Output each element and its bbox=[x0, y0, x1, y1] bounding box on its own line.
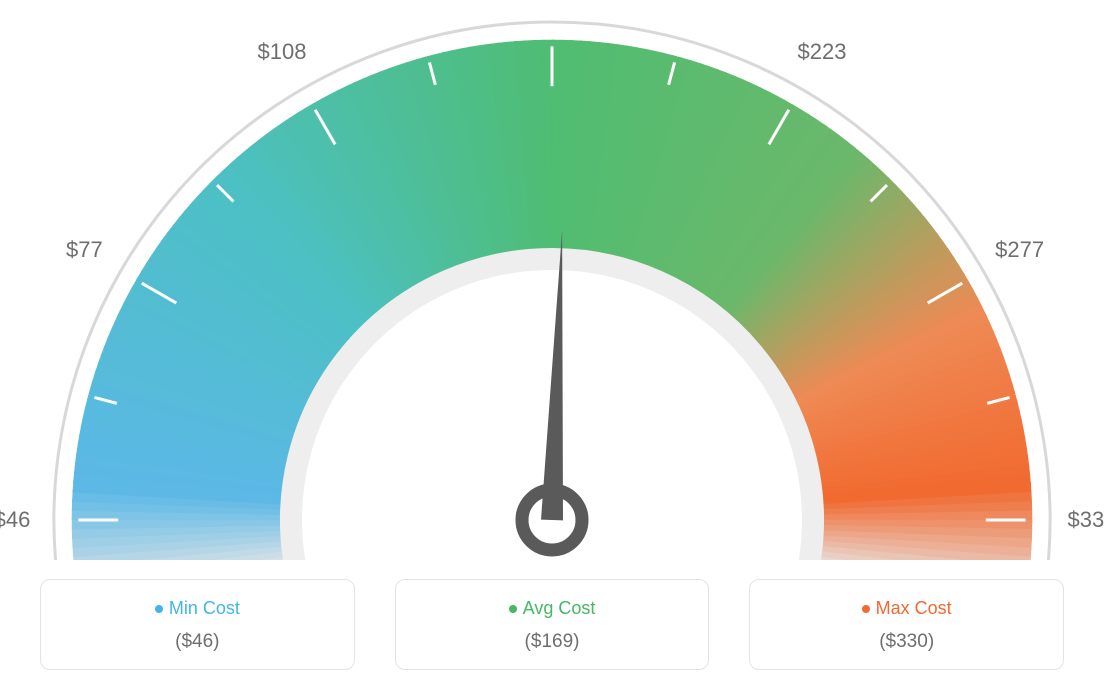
legend-title-max: Max Cost bbox=[760, 598, 1053, 619]
gauge-tick-label: $77 bbox=[66, 237, 103, 263]
gauge-tick-label: $223 bbox=[798, 39, 847, 65]
legend-card-min: Min Cost ($46) bbox=[40, 579, 355, 670]
gauge-svg bbox=[0, 0, 1104, 560]
legend-value-min: ($46) bbox=[51, 631, 344, 653]
legend-dot-max bbox=[862, 605, 870, 613]
gauge-tick-label: $46 bbox=[0, 507, 30, 533]
gauge: $46$77$108$169$223$277$330 bbox=[0, 0, 1104, 560]
legend-label-min: Min Cost bbox=[169, 598, 240, 618]
gauge-tick-label: $108 bbox=[258, 39, 307, 65]
chart-container: $46$77$108$169$223$277$330 Min Cost ($46… bbox=[0, 0, 1104, 690]
legend-value-avg: ($169) bbox=[406, 631, 699, 653]
gauge-tick-label: $330 bbox=[1068, 507, 1104, 533]
legend-dot-avg bbox=[509, 605, 517, 613]
gauge-tick-label: $277 bbox=[995, 237, 1044, 263]
legend-title-min: Min Cost bbox=[51, 598, 344, 619]
legend-card-max: Max Cost ($330) bbox=[749, 579, 1064, 670]
legend-dot-min bbox=[155, 605, 163, 613]
legend-card-avg: Avg Cost ($169) bbox=[395, 579, 710, 670]
legend-value-max: ($330) bbox=[760, 631, 1053, 653]
legend-label-max: Max Cost bbox=[876, 598, 952, 618]
legend-row: Min Cost ($46) Avg Cost ($169) Max Cost … bbox=[40, 579, 1064, 670]
legend-title-avg: Avg Cost bbox=[406, 598, 699, 619]
legend-label-avg: Avg Cost bbox=[523, 598, 596, 618]
